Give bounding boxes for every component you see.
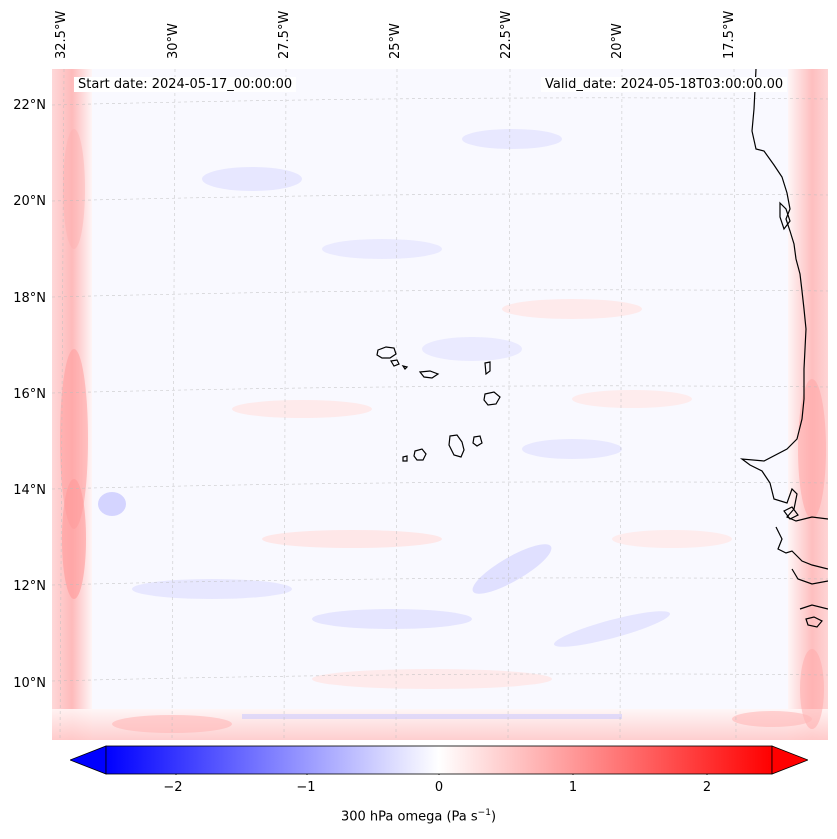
lat-label-10n: 10°N [13, 676, 46, 691]
island-santo-antao [376, 346, 397, 359]
valid-date-label: Valid_date: 2024-05-18T03:00:00.00 [541, 77, 788, 92]
coastlines [739, 69, 828, 628]
colorbar-extend-high [771, 745, 808, 775]
lat-label-14n: 14°N [13, 483, 46, 498]
colorbar-tick-0: 0 [434, 780, 444, 795]
lon-label-17-5w: 17.5°W [722, 10, 737, 59]
island-sao-vicente [390, 359, 400, 367]
island-fogo [413, 448, 427, 461]
colorbar [70, 745, 808, 775]
lon-label-30w: 30°W [166, 23, 181, 59]
cape-verde-islands [376, 346, 501, 462]
lon-label-20w: 20°W [610, 23, 625, 59]
colorbar-label-main: 300 hPa omega (Pa s [340, 809, 478, 825]
lat-label-20n: 20°N [13, 194, 46, 209]
omega-map [52, 69, 828, 740]
lon-label-22-5w: 22.5°W [499, 10, 514, 59]
island-boa-vista [483, 391, 501, 406]
colorbar-extend-low [70, 745, 107, 775]
lat-label-18n: 18°N [13, 291, 46, 306]
colorbar-tick-neg2: −2 [163, 780, 183, 795]
island-sao-nicolau [418, 370, 440, 379]
graticule [52, 69, 828, 740]
colorbar-tick-neg1: −1 [296, 780, 316, 795]
colorbar-ramp [105, 745, 773, 775]
lon-label-25w: 25°W [388, 23, 403, 59]
island-sal [484, 361, 491, 376]
colorbar-tick-2: 2 [702, 780, 712, 795]
lat-label-12n: 12°N [13, 579, 46, 594]
lon-label-32-5w: 32.5°W [54, 10, 69, 59]
lat-label-16n: 16°N [13, 387, 46, 402]
omega-field [52, 69, 828, 740]
colorbar-label: 300 hPa omega (Pa s−1) [0, 808, 837, 824]
start-date-label: Start date: 2024-05-17_00:00:00 [74, 77, 297, 92]
africa-coastline [739, 69, 828, 522]
island-santiago [448, 434, 465, 458]
map-background [52, 69, 828, 740]
island-brava [402, 455, 408, 462]
island-maio [472, 435, 483, 447]
colorbar-label-exponent: −1 [477, 808, 491, 818]
colorbar-tick-1: 1 [568, 780, 578, 795]
colorbar-label-tail: ) [490, 809, 497, 825]
lat-label-22n: 22°N [13, 98, 46, 113]
lon-label-27-5w: 27.5°W [277, 10, 292, 59]
